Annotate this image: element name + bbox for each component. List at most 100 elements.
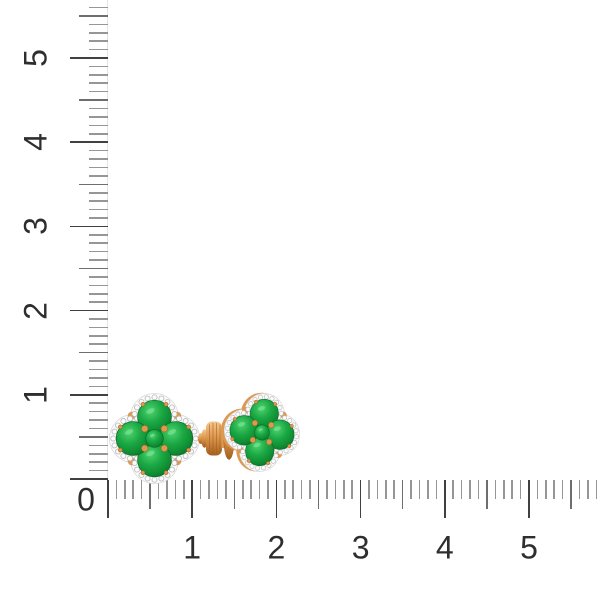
ruler-tick — [511, 480, 513, 499]
ruler-tick — [88, 191, 108, 194]
ruler-tick — [241, 480, 244, 499]
ruler-tick — [107, 480, 109, 518]
ruler-tick — [275, 480, 278, 518]
ruler-tick — [587, 480, 589, 499]
ruler-tick — [376, 480, 379, 499]
ruler-tick — [88, 461, 108, 463]
ruler-tick — [284, 480, 286, 499]
ruler-tick — [88, 469, 108, 472]
ruler-tick — [401, 480, 404, 509]
ruler-tick — [140, 480, 143, 499]
ruler-tick — [88, 175, 108, 177]
ruler-tick — [88, 385, 108, 388]
ruler-tick — [88, 48, 108, 51]
ruler-tick — [69, 225, 108, 228]
ruler-tick — [88, 208, 108, 211]
ruler-tick — [469, 480, 471, 499]
ruler-tick — [124, 480, 126, 499]
ruler-tick — [69, 478, 108, 480]
ruler-tick — [208, 480, 210, 499]
ruler-tick — [292, 480, 295, 499]
ruler-tick — [88, 90, 108, 93]
ruler-tick — [528, 480, 530, 518]
ruler-tick — [88, 444, 108, 447]
ruler-tick — [561, 480, 564, 499]
ruler-label-h-5: 5 — [520, 529, 538, 566]
ruler-tick — [88, 368, 108, 371]
ruler-tick — [342, 480, 345, 499]
ruler-tick — [88, 318, 108, 320]
ruler-tick — [258, 480, 261, 499]
ruler-tick — [115, 480, 118, 499]
ruler-tick — [174, 480, 177, 499]
ruler-tick — [69, 309, 108, 312]
ruler-tick — [69, 141, 108, 143]
ruler-tick — [502, 480, 505, 499]
vertical-ruler-edge — [107, 0, 108, 479]
ruler-tick — [545, 480, 547, 499]
ruler-zero-label: 0 — [77, 481, 95, 518]
ruler-tick — [393, 480, 396, 499]
ruler-tick — [149, 480, 151, 509]
ruler-tick — [88, 65, 108, 68]
ruler-tick — [460, 480, 463, 499]
ruler-tick — [132, 480, 135, 499]
ruler-tick — [88, 419, 108, 421]
ruler-tick — [225, 480, 227, 499]
ruler-tick — [78, 267, 108, 270]
ruler-tick — [88, 284, 108, 287]
ruler-tick — [88, 276, 108, 278]
ruler-tick — [351, 480, 353, 499]
ruler-tick — [309, 480, 311, 499]
ruler-label-h-4: 4 — [435, 529, 454, 566]
ruler-tick — [88, 158, 108, 160]
ruler-tick — [88, 107, 108, 110]
ruler-tick — [88, 250, 108, 253]
ruler-tick — [486, 480, 488, 509]
ruler-tick — [536, 480, 539, 499]
ruler-tick — [88, 292, 108, 295]
ruler-tick — [78, 436, 108, 438]
ruler-tick — [88, 234, 108, 236]
ruler-label-h-1: 1 — [183, 529, 202, 566]
ruler-tick — [78, 351, 108, 354]
ruler-tick — [88, 259, 108, 261]
ruler-tick — [88, 149, 108, 152]
ruler-tick — [88, 242, 108, 245]
ruler-tick — [300, 480, 303, 499]
ruler-tick — [69, 57, 108, 59]
ruler-tick — [78, 183, 108, 186]
ruler-tick — [88, 377, 108, 379]
ruler-tick — [519, 480, 522, 499]
ruler-tick — [78, 15, 108, 17]
right-earring — [197, 388, 305, 477]
ruler-tick — [359, 480, 362, 518]
ruler-tick — [88, 82, 108, 85]
ruler-tick — [88, 301, 108, 303]
ruler-tick — [88, 343, 108, 346]
ruler-tick — [88, 116, 108, 118]
ruler-tick — [88, 410, 108, 413]
ruler-label-h-3: 3 — [351, 529, 370, 566]
ruler-tick — [88, 326, 108, 329]
ruler-tick — [385, 480, 387, 499]
ruler-tick — [88, 124, 108, 127]
ruler-tick — [157, 480, 160, 499]
ruler-tick — [326, 480, 328, 499]
ruler-tick — [88, 217, 108, 219]
ruler-tick — [88, 200, 108, 202]
ruler-tick — [368, 480, 370, 499]
ruler-tick — [267, 480, 269, 499]
ruler-tick — [88, 40, 108, 42]
ruler-tick — [334, 480, 337, 499]
ruler-tick — [88, 23, 108, 26]
ruler-tick — [88, 427, 108, 430]
ruler-tick — [317, 480, 320, 509]
ruler-tick — [233, 480, 236, 509]
ruler-tick — [88, 452, 108, 455]
ruler-tick — [88, 360, 108, 362]
ruler-tick — [553, 480, 556, 499]
ruler-tick — [88, 166, 108, 169]
ruler-tick — [88, 335, 108, 337]
